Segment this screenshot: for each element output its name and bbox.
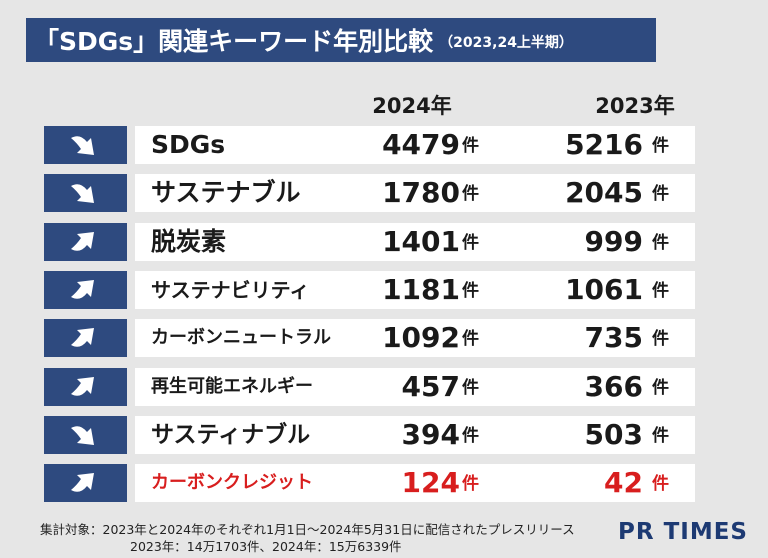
- row-background: [135, 270, 695, 309]
- keyword-label: サステナビリティ: [151, 277, 310, 302]
- value-2024: 394: [401, 417, 460, 451]
- unit-label: 件: [462, 232, 479, 253]
- value-2023: 1061: [565, 272, 643, 306]
- unit-label: 件: [462, 280, 479, 301]
- unit-label: 件: [462, 377, 479, 398]
- row-background: [135, 464, 695, 503]
- row-background: [135, 126, 695, 164]
- row-background: [135, 222, 695, 261]
- arrow-up-right-icon: [44, 464, 127, 503]
- arrow-up-right-icon: [44, 270, 127, 309]
- unit-label: 件: [462, 425, 479, 446]
- row-background: [135, 415, 695, 454]
- arrow-up-right-icon: [44, 319, 127, 358]
- keyword-label: 再生可能エネルギー: [151, 375, 313, 397]
- value-2023: 735: [584, 321, 643, 355]
- title-bar: 「SDGs」関連キーワード年別比較 （2023,24上半期）: [26, 18, 656, 62]
- unit-label: 件: [652, 232, 669, 253]
- arrow-down-right-icon: [44, 415, 127, 454]
- unit-label: 件: [652, 474, 669, 495]
- value-2024: 1780: [382, 176, 460, 210]
- value-2023: 5216: [565, 128, 643, 161]
- arrow-down-right-icon: [44, 174, 127, 213]
- unit-label: 件: [652, 425, 669, 446]
- keyword-label: サスティナブル: [151, 421, 311, 448]
- pr-times-logo: PR TIMES: [618, 519, 748, 545]
- value-2023: 999: [584, 224, 643, 258]
- unit-label: 件: [652, 280, 669, 301]
- keyword-label: 脱炭素: [151, 226, 227, 256]
- unit-label: 件: [652, 377, 669, 398]
- column-header-2024: 2024年: [372, 94, 452, 118]
- unit-label: 件: [462, 329, 479, 350]
- keyword-label: サステナブル: [151, 178, 301, 208]
- keyword-label: SDGs: [151, 130, 226, 159]
- table-row: 再生可能エネルギー 457 件 366 件: [44, 367, 695, 406]
- table-row: カーボンクレジット 124 件 42 件: [44, 464, 695, 503]
- footnote-line-1: 集計対象：2023年と2024年のそれぞれ1月1日～2024年5月31日に配信さ…: [40, 522, 575, 537]
- unit-label: 件: [462, 184, 479, 205]
- table-row: サスティナブル 394 件 503 件: [44, 415, 695, 454]
- value-2024: 457: [401, 369, 460, 403]
- unit-label: 件: [652, 136, 669, 156]
- footnote-line-2: 2023年：14万1703件、2024年：15万6339件: [130, 539, 402, 554]
- value-2024: 4479: [382, 128, 460, 161]
- row-background: [135, 174, 695, 213]
- arrow-up-right-icon: [44, 367, 127, 406]
- table-row: カーボンニュートラル 1092 件 735 件: [44, 319, 695, 358]
- value-2024: 1401: [382, 224, 460, 258]
- value-2023: 42: [604, 466, 643, 500]
- unit-label: 件: [462, 474, 479, 495]
- unit-label: 件: [652, 329, 669, 350]
- table-row: サステナビリティ 1181 件 1061 件: [44, 270, 695, 309]
- keyword-label: カーボンニュートラル: [151, 327, 331, 349]
- table-row: 脱炭素 1401 件 999 件: [44, 222, 695, 261]
- unit-label: 件: [652, 184, 669, 205]
- chart-subtitle: （2023,24上半期）: [439, 35, 573, 51]
- value-2024: 124: [401, 466, 460, 500]
- arrow-up-right-icon: [44, 222, 127, 261]
- value-2024: 1181: [382, 272, 460, 306]
- column-header-2023: 2023年: [595, 94, 675, 118]
- chart-title: 「SDGs」関連キーワード年別比較: [34, 27, 434, 56]
- row-background: [135, 319, 695, 358]
- table-row: SDGs 4479 件 5216 件: [44, 126, 695, 164]
- unit-label: 件: [462, 136, 479, 156]
- value-2023: 503: [584, 417, 643, 451]
- value-2023: 2045: [565, 176, 643, 210]
- value-2024: 1092: [382, 321, 460, 355]
- row-background: [135, 367, 695, 406]
- table-row: サステナブル 1780 件 2045 件: [44, 174, 695, 213]
- value-2023: 366: [584, 369, 643, 403]
- arrow-down-right-icon: [44, 126, 127, 164]
- keyword-label: カーボンクレジット: [151, 472, 313, 494]
